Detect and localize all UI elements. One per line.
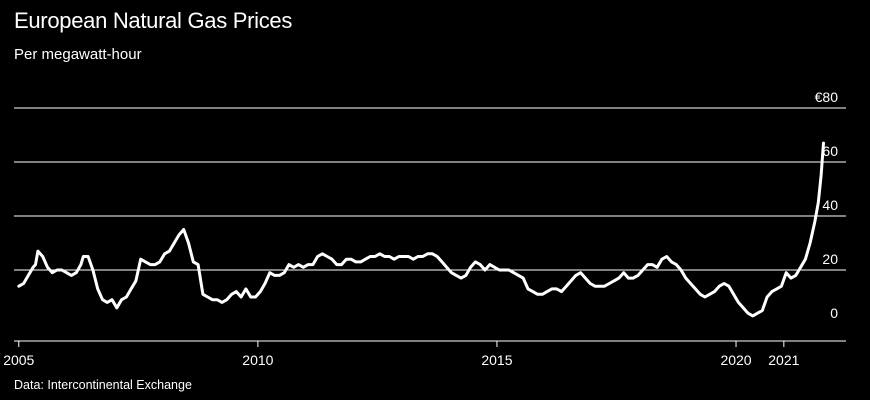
x-tick-label-2015: 2015 [481,352,512,368]
y-tick-label-80: €80 [815,89,839,105]
x-tick-label-2020: 2020 [720,352,751,368]
x-tick-label-2010: 2010 [242,352,273,368]
x-tick-label-2005: 2005 [3,352,34,368]
x-tick-label-2021: 2021 [768,352,799,368]
chart-title: European Natural Gas Prices [14,8,293,33]
series-line-0 [17,141,825,318]
y-tick-label-20: 20 [822,251,838,267]
y-tick-label-0: 0 [830,305,838,321]
y-axis-tick-labels: 0 20 40 60 €80 [815,89,839,321]
source-note: Data: Intercontinental Exchange [14,378,192,392]
series-layer [17,141,825,318]
y-tick-label-60: 60 [822,143,838,159]
y-tick-label-40: 40 [822,197,838,213]
x-axis: 2005 2010 2015 2020 2021 [3,340,846,368]
chart-subtitle: Per megawatt-hour [14,46,142,63]
gridlines [14,107,846,271]
